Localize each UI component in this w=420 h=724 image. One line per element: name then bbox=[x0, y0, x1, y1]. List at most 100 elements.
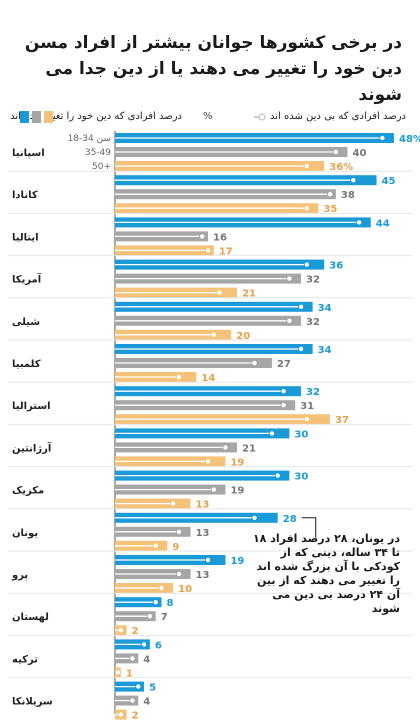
unaffiliated-dot bbox=[350, 177, 357, 184]
unaffiliated-dot bbox=[199, 233, 206, 240]
age-group-label: 50+ bbox=[92, 162, 111, 172]
value-label: 27 bbox=[277, 359, 291, 370]
value-label: 36 bbox=[329, 261, 343, 272]
unaffiliated-dot bbox=[286, 317, 293, 324]
value-label: 34 bbox=[318, 303, 332, 314]
unaffiliated-dot bbox=[210, 486, 217, 493]
country-label: پرو bbox=[11, 570, 28, 581]
legend-changed-label: درصد افرادی که دین خود را تغییر داده اند bbox=[10, 111, 182, 122]
unaffiliated-dot bbox=[303, 416, 310, 423]
legend-swatch-young bbox=[20, 111, 29, 123]
unaffiliated-dot bbox=[204, 557, 211, 564]
country-label: ترکیه bbox=[12, 654, 38, 665]
unaffiliated-dot bbox=[158, 585, 165, 592]
value-label: 5 bbox=[149, 683, 156, 694]
unaffiliated-dot bbox=[117, 711, 124, 718]
country-label: مکزیک bbox=[12, 486, 44, 497]
country-label: اسپانیا bbox=[12, 148, 45, 159]
value-label: 4 bbox=[143, 697, 150, 708]
value-label: 2 bbox=[132, 711, 139, 722]
value-label: 7 bbox=[161, 612, 168, 623]
value-label: 36% bbox=[329, 162, 353, 173]
unaffiliated-dot bbox=[216, 289, 223, 296]
country-label: کلمبیا bbox=[12, 359, 41, 370]
value-label: 21 bbox=[242, 289, 256, 300]
legend-changed: درصد افرادی که دین خود را تغییر داده اند bbox=[10, 108, 182, 126]
value-label: 8 bbox=[167, 598, 174, 609]
value-label: 1 bbox=[126, 668, 133, 679]
unaffiliated-dot bbox=[356, 219, 363, 226]
legend-dot-icon bbox=[254, 113, 266, 121]
unaffiliated-dot bbox=[175, 571, 182, 578]
unaffiliated-dot bbox=[379, 134, 386, 141]
value-label: 13 bbox=[196, 528, 210, 539]
value-label: 44 bbox=[376, 218, 390, 229]
value-label: 28 bbox=[283, 514, 297, 525]
unaffiliated-dot bbox=[327, 191, 334, 198]
country-label: سریلانکا bbox=[12, 697, 53, 708]
value-label: 32 bbox=[306, 275, 320, 286]
value-label: 17 bbox=[219, 246, 233, 257]
value-label: 14 bbox=[201, 373, 215, 384]
value-label: 6 bbox=[155, 640, 162, 651]
unaffiliated-dot bbox=[286, 275, 293, 282]
unaffiliated-dot bbox=[152, 542, 159, 549]
unaffiliated-dot bbox=[135, 683, 142, 690]
country-label: شیلی bbox=[12, 317, 40, 328]
legend-unaffiliated: درصد افرادی که بی دین شده اند bbox=[270, 108, 406, 126]
country-label: آرژانتین bbox=[12, 441, 52, 454]
value-label: 19 bbox=[230, 556, 244, 567]
annotation-pointer bbox=[301, 517, 317, 538]
value-label: 38 bbox=[341, 190, 355, 201]
value-label: 35 bbox=[323, 204, 337, 215]
unaffiliated-dot bbox=[175, 373, 182, 380]
unaffiliated-dot bbox=[251, 514, 258, 521]
value-label: 34 bbox=[318, 345, 332, 356]
age-group-label: 35-49 bbox=[85, 148, 111, 158]
legend: درصد افرادی که بی دین شده اند % درصد افر… bbox=[0, 108, 420, 132]
value-label: 19 bbox=[230, 486, 244, 497]
unaffiliated-dot bbox=[129, 697, 136, 704]
unaffiliated-dot bbox=[204, 458, 211, 465]
value-label: 48% bbox=[399, 134, 420, 145]
country-label: یونان bbox=[12, 528, 38, 539]
value-label: 32 bbox=[306, 317, 320, 328]
country-label: ایتالیا bbox=[12, 232, 39, 243]
unaffiliated-dot bbox=[280, 388, 287, 395]
legend-swatch-middle bbox=[32, 111, 41, 123]
unaffiliated-dot bbox=[251, 359, 258, 366]
unaffiliated-dot bbox=[129, 655, 136, 662]
unaffiliated-dot bbox=[303, 205, 310, 212]
value-label: 30 bbox=[294, 429, 308, 440]
country-label: آمریکا bbox=[12, 273, 42, 286]
unaffiliated-dot bbox=[303, 261, 310, 268]
legend-swatch-old bbox=[44, 111, 53, 123]
value-label: 20 bbox=[236, 331, 250, 342]
unaffiliated-dot bbox=[204, 247, 211, 254]
unaffiliated-dot bbox=[141, 641, 148, 648]
value-label: 21 bbox=[242, 443, 256, 454]
value-label: 9 bbox=[172, 542, 179, 553]
unaffiliated-dot bbox=[117, 627, 124, 634]
age-group-label: 18-34 سن bbox=[68, 134, 111, 144]
value-label: 45 bbox=[382, 176, 396, 187]
value-label: 4 bbox=[143, 654, 150, 665]
unaffiliated-dot bbox=[210, 331, 217, 338]
value-label: 30 bbox=[294, 472, 308, 483]
value-label: 19 bbox=[230, 457, 244, 468]
unaffiliated-dot bbox=[170, 500, 177, 507]
legend-unaffiliated-label: درصد افرادی که بی دین شده اند bbox=[270, 111, 406, 122]
unaffiliated-dot bbox=[268, 430, 275, 437]
unaffiliated-dot bbox=[274, 472, 281, 479]
unaffiliated-dot bbox=[303, 162, 310, 169]
value-label: 16 bbox=[213, 232, 227, 243]
unaffiliated-dot bbox=[152, 599, 159, 606]
unaffiliated-dot bbox=[114, 669, 121, 676]
unaffiliated-dot bbox=[297, 303, 304, 310]
value-label: 31 bbox=[300, 401, 314, 412]
value-label: 37 bbox=[335, 415, 349, 426]
value-label: 13 bbox=[196, 500, 210, 511]
value-label: 40 bbox=[353, 148, 367, 159]
unaffiliated-dot bbox=[146, 613, 153, 620]
